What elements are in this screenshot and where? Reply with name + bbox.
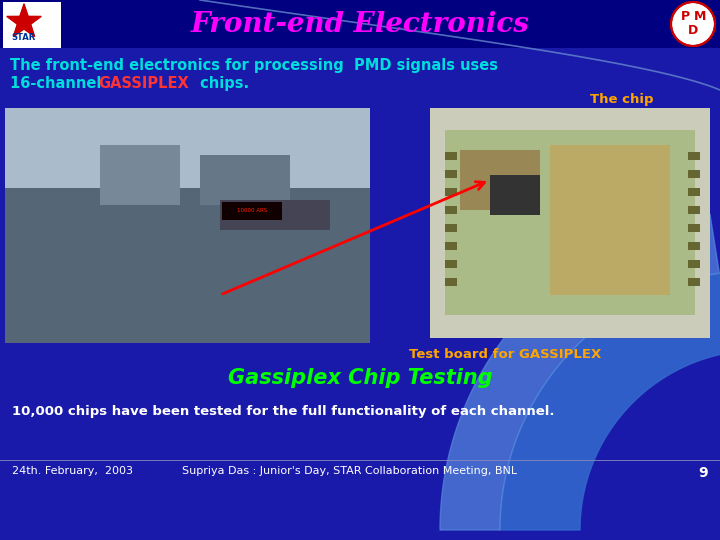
Polygon shape (440, 214, 719, 530)
Bar (688, 170, 700, 178)
Bar (3, 2, 61, 48)
Text: GASSIPLEX: GASSIPLEX (98, 76, 189, 91)
Bar (445, 152, 457, 160)
Bar (5, 188, 370, 343)
Bar (688, 188, 700, 196)
Bar (460, 150, 540, 210)
Text: chips.: chips. (195, 76, 249, 91)
Bar (490, 175, 540, 215)
Polygon shape (500, 273, 720, 530)
Text: Front-end Electronics: Front-end Electronics (191, 10, 529, 37)
Bar (445, 170, 457, 178)
Bar (222, 202, 282, 220)
Bar (445, 260, 457, 268)
Bar (445, 188, 457, 196)
Bar (200, 155, 290, 205)
Bar (688, 152, 700, 160)
Text: Supriya Das : Junior's Day, STAR Collaboration Meeting, BNL: Supriya Das : Junior's Day, STAR Collabo… (182, 466, 518, 476)
Text: D: D (688, 24, 698, 37)
Text: M: M (694, 10, 706, 24)
Text: 16-channel: 16-channel (10, 76, 112, 91)
Bar (5, 108, 370, 343)
Bar (550, 145, 670, 295)
Text: Test board for GASSIPLEX: Test board for GASSIPLEX (409, 348, 601, 361)
Bar (430, 108, 710, 338)
Text: 24th. February,  2003: 24th. February, 2003 (12, 466, 133, 476)
Bar (688, 260, 700, 268)
Bar (445, 130, 695, 315)
Bar (445, 224, 457, 232)
Text: The front-end electronics for processing  PMD signals uses: The front-end electronics for processing… (10, 58, 498, 73)
Text: P: P (680, 10, 690, 24)
Text: STAR: STAR (12, 33, 36, 43)
Bar (688, 206, 700, 214)
Bar (688, 278, 700, 286)
Bar (220, 200, 330, 230)
Bar (688, 242, 700, 250)
Bar (688, 224, 700, 232)
Text: 9: 9 (698, 466, 708, 480)
Bar (445, 206, 457, 214)
Circle shape (671, 2, 715, 46)
Text: 10,000 chips have been tested for the full functionality of each channel.: 10,000 chips have been tested for the fu… (12, 405, 554, 418)
Bar (445, 242, 457, 250)
Polygon shape (7, 4, 41, 37)
Text: Gassiplex Chip Testing: Gassiplex Chip Testing (228, 368, 492, 388)
Text: The chip: The chip (590, 93, 654, 106)
Bar (445, 278, 457, 286)
Bar (100, 145, 180, 205)
Bar (0, 0, 720, 48)
Bar (5, 108, 370, 188)
Text: 10000 ARS: 10000 ARS (237, 208, 267, 213)
